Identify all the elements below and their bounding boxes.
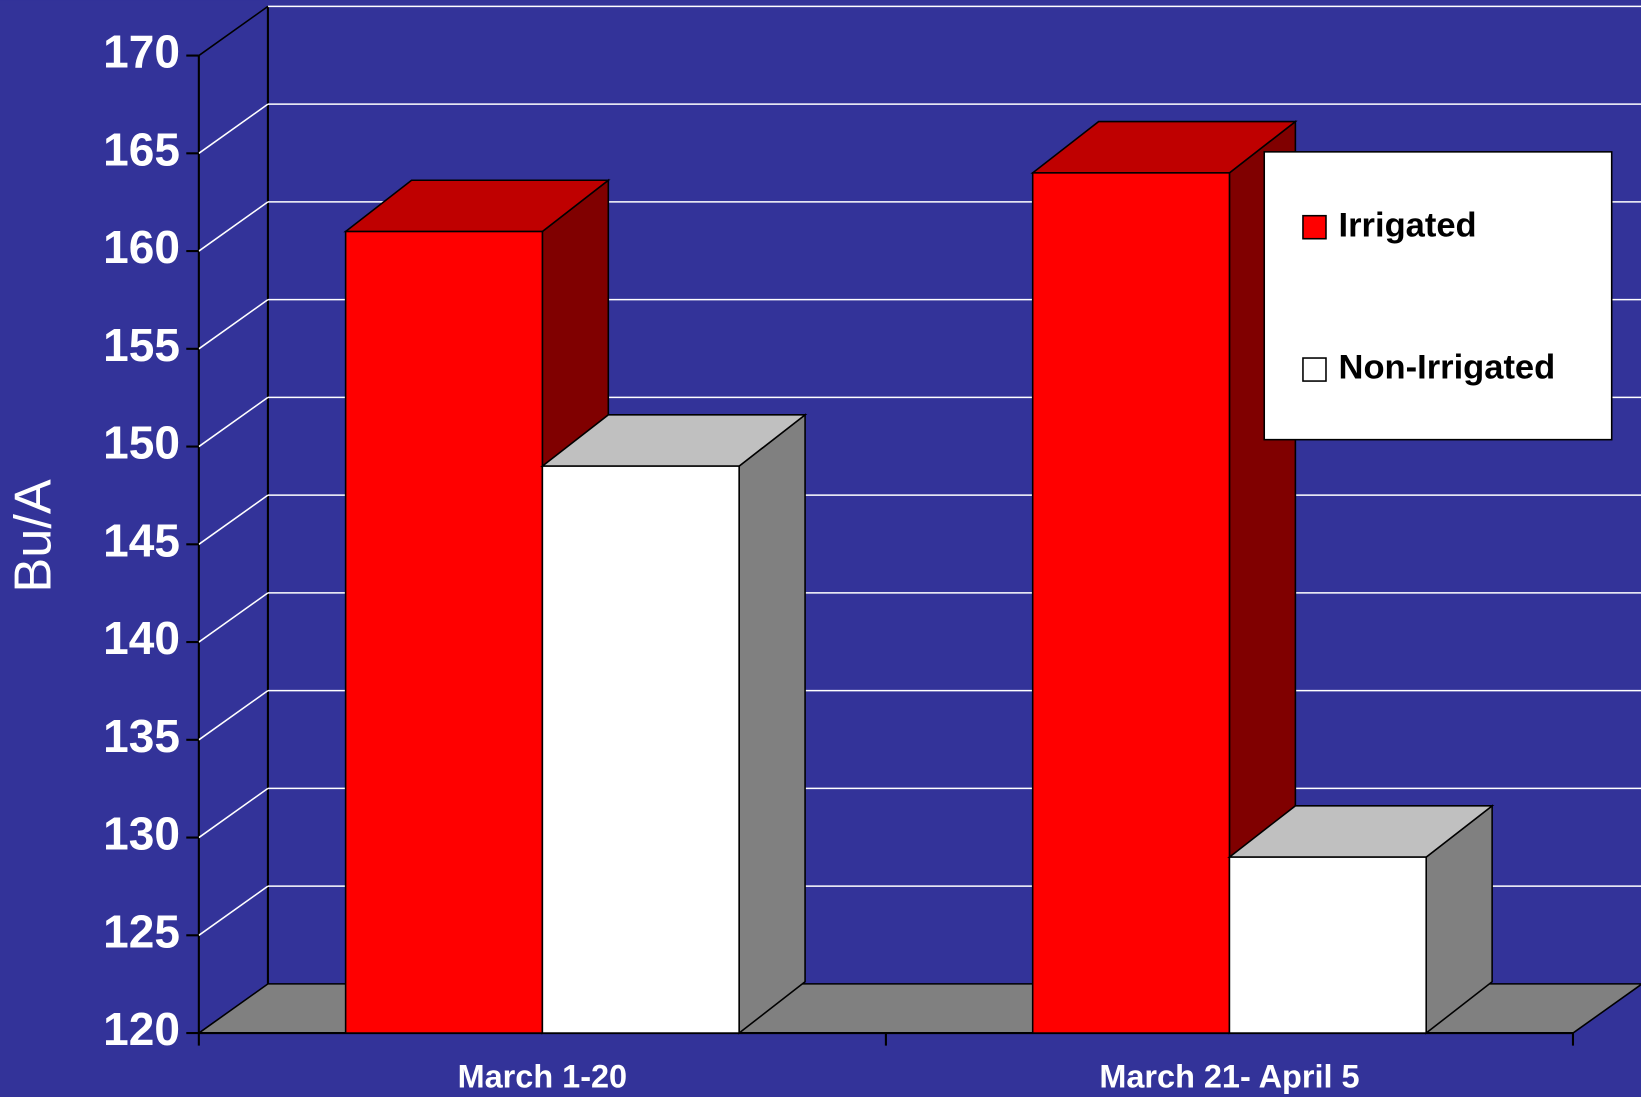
grid-line: [198, 396, 269, 448]
grid-line: [198, 592, 269, 643]
y-tick-label: 125: [103, 905, 180, 957]
y-tick-label: 165: [103, 123, 180, 175]
y-tick-label: 170: [103, 26, 180, 78]
grid-line: [198, 885, 269, 936]
grid-line: [198, 103, 269, 154]
bar: [1031, 172, 1231, 1034]
grid-line: [198, 689, 269, 741]
legend-swatch: [1302, 214, 1327, 240]
y-tick-label: 155: [103, 319, 180, 371]
bar-side: [738, 413, 806, 1035]
y-tick-label: 120: [103, 1003, 180, 1055]
legend-label: Irrigated: [1339, 206, 1477, 244]
bar: [1228, 856, 1427, 1034]
x-tick-label: March 21- April 5: [1099, 1059, 1359, 1095]
legend-label: Non-Irrigated: [1339, 349, 1556, 387]
y-tick-label: 150: [103, 417, 180, 469]
legend: [1263, 151, 1613, 441]
bar: [541, 465, 740, 1034]
grid-line: [198, 787, 269, 839]
y-tick-label: 130: [103, 808, 180, 860]
y-axis-label: Bu/A: [4, 479, 62, 593]
y-tick-label: 160: [103, 221, 180, 273]
y-tick-label: 145: [103, 514, 180, 566]
x-tick-label: March 1-20: [458, 1059, 627, 1095]
grid-line: [198, 494, 269, 545]
bar: [344, 230, 544, 1034]
grid-line: [198, 201, 269, 252]
grid-line: [198, 5, 269, 57]
y-tick-label: 140: [103, 612, 180, 664]
y-tick-label: 135: [103, 710, 180, 762]
legend-swatch: [1302, 357, 1327, 382]
grid-line: [198, 298, 269, 350]
